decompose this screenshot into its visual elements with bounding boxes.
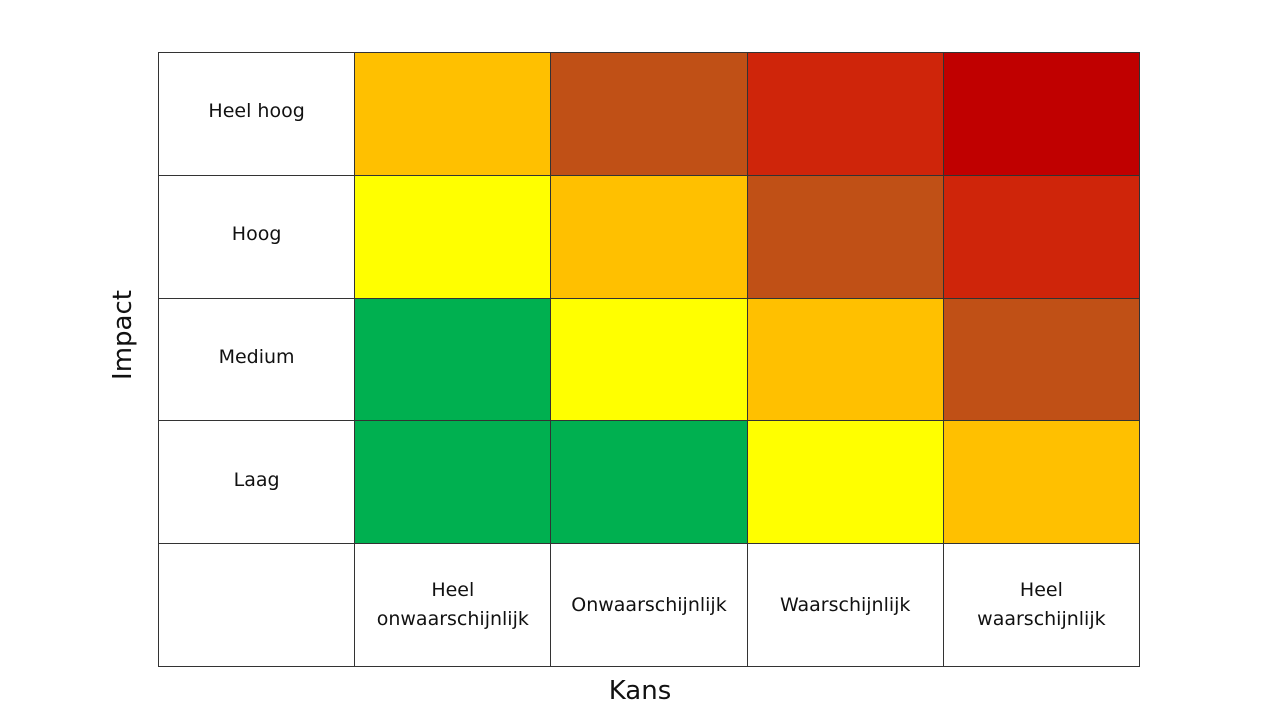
likelihood-label: Heel waarschijnlijk xyxy=(943,544,1140,667)
risk-cell-brown xyxy=(943,298,1140,422)
impact-label: Heel hoog xyxy=(159,53,356,176)
risk-cell-yellow xyxy=(355,175,552,299)
risk-cell-green xyxy=(355,421,552,545)
risk-cell-orange xyxy=(943,421,1140,545)
risk-cell-green xyxy=(551,421,748,545)
risk-cell-orange xyxy=(355,53,552,176)
risk-cell-green xyxy=(355,298,552,422)
risk-cell-brown xyxy=(551,53,748,176)
risk-cell-yellow xyxy=(551,298,748,422)
impact-label: Medium xyxy=(159,298,356,422)
likelihood-label: Heel onwaarschijnlijk xyxy=(355,544,552,667)
risk-cell-orange xyxy=(551,175,748,299)
risk-cell-dark-red xyxy=(943,53,1140,176)
risk-cell-orange xyxy=(747,298,944,422)
risk-cell-red xyxy=(943,175,1140,299)
risk-cell-red xyxy=(747,53,944,176)
risk-cell-yellow xyxy=(747,421,944,545)
impact-label: Laag xyxy=(159,421,356,545)
risk-cell-brown xyxy=(747,175,944,299)
likelihood-label: Onwaarschijnlijk xyxy=(551,544,748,667)
x-axis-label: Kans xyxy=(608,676,672,706)
risk-matrix: Heel hoog Hoog Medium Laag Heel onwaarschijn… xyxy=(158,52,1140,667)
corner-cell xyxy=(159,544,356,667)
likelihood-label: Waarschijnlijk xyxy=(747,544,944,667)
impact-label: Hoog xyxy=(159,175,356,299)
y-axis-label: Impact xyxy=(108,290,138,380)
